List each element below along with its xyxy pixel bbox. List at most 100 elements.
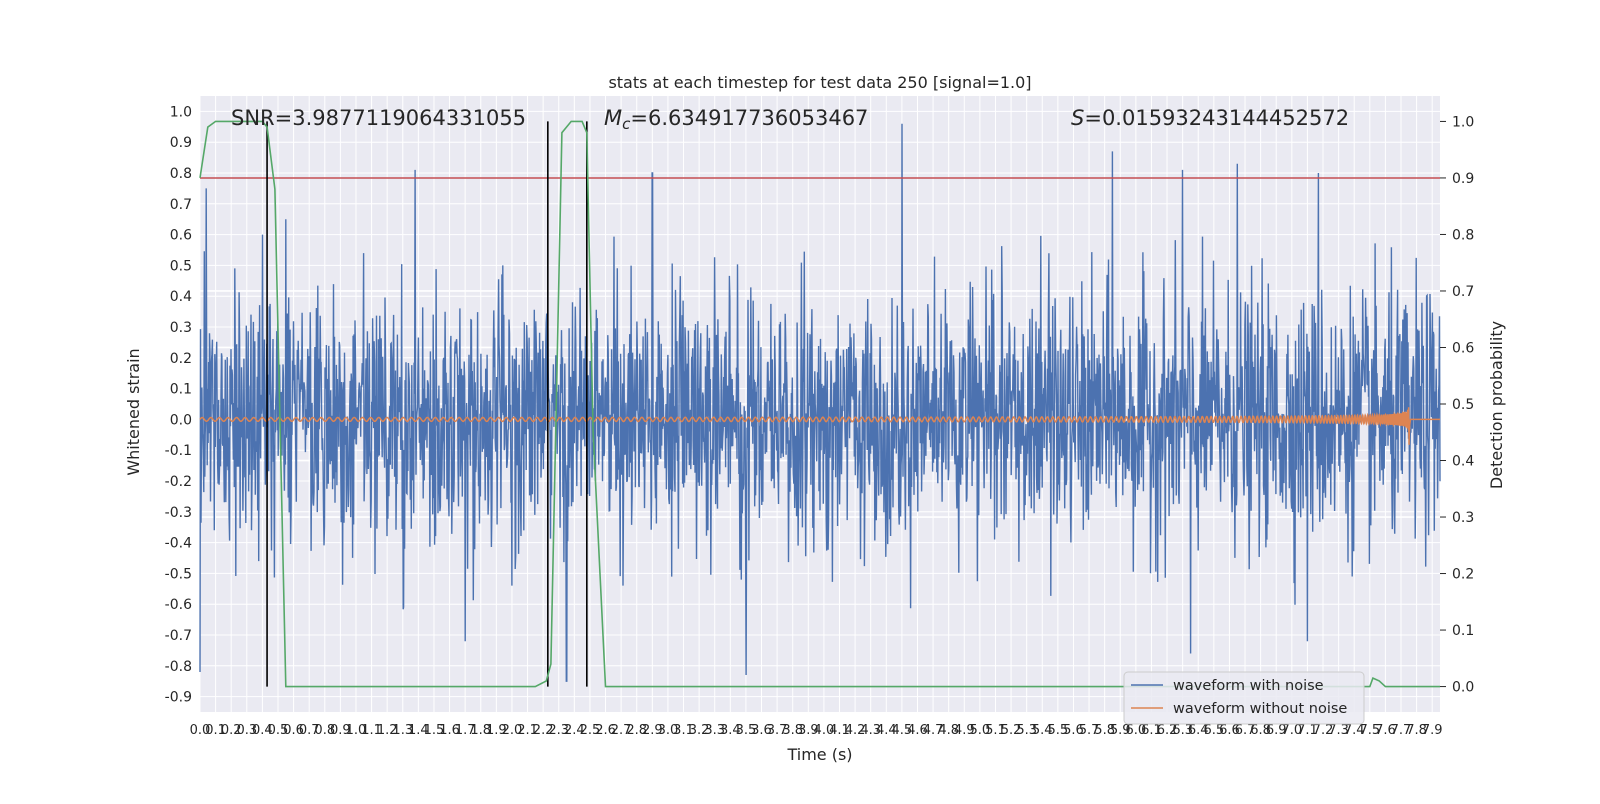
- x-tick-label: 7.4: [1344, 723, 1365, 738]
- x-tick-label: 4.5: [892, 723, 913, 738]
- x-tick-label: 6.2: [1157, 723, 1178, 738]
- x-tick-label: 2.6: [595, 723, 616, 738]
- y-tick-label: -0.7: [165, 628, 192, 644]
- x-tick-label: 5.6: [1063, 723, 1084, 738]
- x-tick-label: 5.0: [970, 723, 991, 738]
- x-tick-label: 2.5: [580, 723, 601, 738]
- x-tick-label: 6.4: [1188, 723, 1209, 738]
- y-tick-label: 0.8: [170, 166, 192, 182]
- x-tick-label: 4.8: [938, 723, 959, 738]
- y-tick-label: -0.9: [165, 690, 192, 706]
- x-tick-label: 1.2: [377, 723, 398, 738]
- x-tick-label: 4.9: [954, 723, 975, 738]
- x-tick-label: 0.0: [190, 723, 211, 738]
- x-tick-label: 4.2: [845, 723, 866, 738]
- y-tick-label: -0.2: [165, 474, 192, 490]
- x-tick-label: 1.7: [455, 723, 476, 738]
- x-tick-label: 5.9: [1110, 723, 1131, 738]
- snr-annotation: SNR=3.9877119064331055: [231, 106, 526, 130]
- x-tick-label: 5.1: [985, 723, 1006, 738]
- x-tick-label: 1.4: [408, 723, 429, 738]
- x-tick-label: 2.1: [517, 723, 538, 738]
- y-tick-label: -0.1: [165, 443, 192, 459]
- x-tick-label: 7.7: [1391, 723, 1412, 738]
- x-tick-label: 0.6: [283, 723, 304, 738]
- s-value: =0.01593243144452572: [1084, 106, 1349, 130]
- y-tick-label: 0.9: [170, 135, 192, 151]
- x-tick-label: 3.6: [751, 723, 772, 738]
- x-tick-label: 3.5: [736, 723, 757, 738]
- x-tick-label: 7.3: [1328, 723, 1349, 738]
- y2-tick-label: 0.1: [1452, 623, 1474, 639]
- y2-tick-label: 1.0: [1452, 114, 1474, 130]
- x-tick-label: 6.8: [1250, 723, 1271, 738]
- chirp-mass-annotation: Mc=6.634917736053467: [604, 106, 868, 133]
- x-tick-label: 3.0: [658, 723, 679, 738]
- chart-title: stats at each timestep for test data 250…: [608, 73, 1031, 92]
- x-tick-label: 6.7: [1235, 723, 1256, 738]
- x-tick-label: 5.5: [1048, 723, 1069, 738]
- y2-axis-label: Detection probability: [1487, 321, 1506, 489]
- right-y-ticks: 1.0 0.9 0.8 0.7 0.6 0.5 0.4 0.3 0.2 0.1 0.0: [1440, 114, 1474, 696]
- x-tick-label: 6.9: [1266, 723, 1287, 738]
- x-tick-label: 7.0: [1281, 723, 1302, 738]
- x-tick-label: 2.9: [642, 723, 663, 738]
- y-tick-label: -0.3: [165, 505, 192, 521]
- waveform-with-noise-line: [199, 123, 1441, 682]
- left-y-ticks: 1.0 0.9 0.8 0.7 0.6 0.5 0.4 0.3 0.2 0.1 0.0 -0.1 -0.…: [165, 104, 192, 705]
- x-tick-label: 6.1: [1141, 723, 1162, 738]
- x-tick-label: 3.4: [720, 723, 741, 738]
- y2-tick-label: 0.9: [1452, 171, 1474, 187]
- y-tick-label: 0.6: [170, 228, 192, 244]
- x-tick-label: 7.6: [1375, 723, 1396, 738]
- x-tick-label: 0.9: [330, 723, 351, 738]
- x-tick-label: 3.9: [798, 723, 819, 738]
- x-tick-label: 6.3: [1172, 723, 1193, 738]
- x-tick-label: 3.2: [689, 723, 710, 738]
- s-annotation: S=0.01593243144452572: [1071, 106, 1349, 130]
- y2-tick-label: 0.6: [1452, 340, 1474, 356]
- y-tick-label: -0.5: [165, 566, 192, 582]
- y2-tick-label: 0.4: [1452, 454, 1474, 470]
- x-tick-label: 5.8: [1094, 723, 1115, 738]
- x-tick-label: 7.5: [1359, 723, 1380, 738]
- x-tick-label: 7.8: [1406, 723, 1427, 738]
- vertical-markers: [266, 121, 588, 687]
- x-tick-label: 5.3: [1016, 723, 1037, 738]
- y-tick-label: 0.2: [170, 351, 192, 367]
- x-tick-label: 4.3: [860, 723, 881, 738]
- y-tick-label: 0.5: [170, 258, 192, 274]
- y-tick-label: 0.7: [170, 197, 192, 213]
- waveform-without-noise-line: [199, 407, 1440, 445]
- x-tick-label: 4.0: [814, 723, 835, 738]
- y2-tick-label: 0.5: [1452, 397, 1474, 413]
- x-tick-label: 0.2: [221, 723, 242, 738]
- x-tick-label: 0.5: [268, 723, 289, 738]
- y-tick-label: -0.8: [165, 659, 192, 675]
- x-tick-label: 1.6: [439, 723, 460, 738]
- x-tick-label: 4.6: [907, 723, 928, 738]
- x-tick-label: 0.4: [252, 723, 273, 738]
- x-tick-label: 1.8: [470, 723, 491, 738]
- x-tick-label: 6.5: [1203, 723, 1224, 738]
- s-symbol: S: [1071, 106, 1084, 130]
- x-tick-label: 1.3: [392, 723, 413, 738]
- waveform-with-noise-series: [199, 123, 1441, 682]
- y-tick-label: 0.3: [170, 320, 192, 336]
- x-tick-label: 1.5: [424, 723, 445, 738]
- x-tick-label: 1.9: [486, 723, 507, 738]
- x-tick-label: 0.7: [299, 723, 320, 738]
- x-tick-label: 7.9: [1422, 723, 1443, 738]
- x-tick-label: 2.8: [626, 723, 647, 738]
- x-tick-label: 6.6: [1219, 723, 1240, 738]
- x-tick-label: 5.4: [1032, 723, 1053, 738]
- chirp-mass-value: =6.634917736053467: [630, 106, 868, 130]
- y-tick-label: -0.6: [165, 597, 192, 613]
- x-tick-label: 7.1: [1297, 723, 1318, 738]
- y-axis-label: Whitened strain: [124, 348, 143, 475]
- x-tick-label: 2.4: [564, 723, 585, 738]
- x-tick-label: 4.7: [923, 723, 944, 738]
- legend: waveform with noise waveform without noi…: [1123, 671, 1365, 725]
- x-tick-label: 3.3: [704, 723, 725, 738]
- x-tick-label: 3.8: [782, 723, 803, 738]
